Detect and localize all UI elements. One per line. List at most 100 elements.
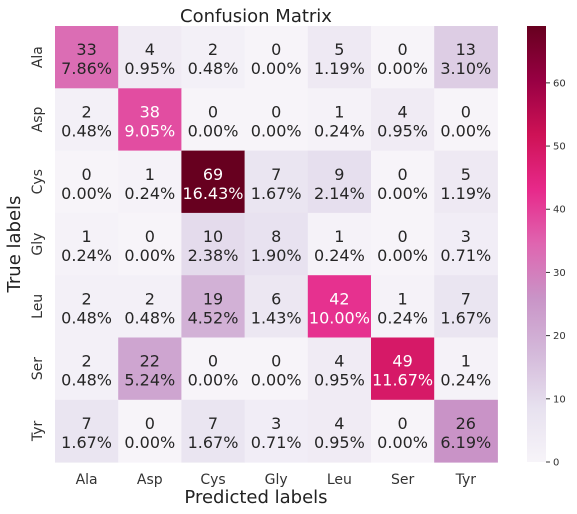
cell-count-label: 7	[271, 165, 281, 184]
heatmap-cell	[244, 212, 309, 276]
heatmap-cell	[55, 337, 119, 401]
cell-percent-label: 16.43%	[182, 184, 243, 203]
cell-count-label: 0	[271, 352, 281, 371]
chart-title: Confusion Matrix	[180, 6, 332, 27]
cell-percent-label: 0.00%	[188, 371, 239, 390]
cell-count-label: 0	[271, 102, 281, 121]
cell-count-label: 0	[145, 414, 155, 433]
heatmap-cells: 337.86%40.95%20.48%00.00%51.19%00.00%133…	[55, 26, 498, 463]
colorbar-ticks: 0 10 20 30 40 50 60	[546, 78, 566, 469]
heatmap-cell	[434, 212, 498, 276]
cell-percent-label: 0.00%	[377, 246, 428, 265]
x-tick-label: Leu	[327, 472, 352, 488]
cell-percent-label: 1.19%	[440, 184, 491, 203]
cell-percent-label: 0.48%	[61, 308, 112, 327]
cell-count-label: 3	[461, 227, 471, 246]
heatmap-cell	[434, 26, 498, 89]
y-axis-label: True labels	[4, 196, 25, 294]
colorbar-tick-label: 0	[553, 458, 559, 469]
cell-count-label: 2	[145, 289, 155, 308]
cell-percent-label: 0.24%	[377, 308, 428, 327]
heatmap-cell	[55, 88, 119, 152]
heatmap-cell	[118, 275, 182, 338]
cell-count-label: 1	[82, 227, 92, 246]
cell-percent-label: 0.00%	[251, 59, 302, 78]
cell-count-label: 1	[334, 102, 344, 121]
cell-count-label: 0	[145, 227, 155, 246]
y-tick-label: Tyr	[30, 421, 46, 443]
y-tick-label: Gly	[30, 233, 46, 256]
cell-count-label: 33	[76, 40, 96, 59]
cell-count-label: 69	[203, 165, 223, 184]
cell-percent-label: 0.00%	[61, 184, 112, 203]
cell-count-label: 1	[398, 289, 408, 308]
cell-count-label: 42	[329, 289, 349, 308]
cell-percent-label: 3.10%	[440, 59, 491, 78]
heatmap-cell	[434, 150, 498, 214]
heatmap-cell	[181, 88, 246, 152]
cell-count-label: 4	[334, 414, 344, 433]
cell-percent-label: 1.67%	[251, 184, 302, 203]
cell-percent-label: 0.24%	[314, 121, 365, 140]
cell-count-label: 4	[398, 102, 408, 121]
colorbar-tick-label: 40	[553, 205, 566, 216]
heatmap-cell	[244, 26, 309, 89]
cell-percent-label: 0.00%	[124, 433, 175, 452]
cell-percent-label: 1.67%	[440, 308, 491, 327]
cell-count-label: 0	[82, 165, 92, 184]
cell-count-label: 0	[398, 227, 408, 246]
heatmap-cell	[307, 88, 372, 152]
cell-count-label: 4	[145, 40, 155, 59]
cell-percent-label: 0.95%	[377, 121, 428, 140]
heatmap-cell	[434, 337, 498, 401]
cell-percent-label: 6.19%	[440, 433, 491, 452]
cell-percent-label: 10.00%	[309, 308, 370, 327]
heatmap-cell	[181, 150, 246, 214]
colorbar-tick-label: 60	[553, 78, 566, 89]
cell-percent-label: 0.00%	[377, 433, 428, 452]
cell-percent-label: 0.24%	[124, 184, 175, 203]
heatmap-cell	[244, 88, 309, 152]
cell-percent-label: 0.48%	[61, 121, 112, 140]
cell-percent-label: 0.95%	[314, 433, 365, 452]
cell-count-label: 5	[334, 40, 344, 59]
colorbar-tick-label: 10	[553, 394, 566, 405]
y-tick-label: Ala	[30, 46, 46, 68]
cell-percent-label: 2.14%	[314, 184, 365, 203]
cell-count-label: 0	[398, 414, 408, 433]
cell-count-label: 8	[271, 227, 281, 246]
cell-count-label: 4	[334, 352, 344, 371]
cell-percent-label: 0.95%	[124, 59, 175, 78]
heatmap-cell	[55, 26, 119, 89]
heatmap-cell	[434, 275, 498, 338]
cell-percent-label: 0.00%	[440, 121, 491, 140]
cell-percent-label: 0.95%	[314, 371, 365, 390]
y-tick-labels: Ala Asp Cys Gly Leu Ser Tyr	[30, 46, 46, 442]
y-tick-label: Ser	[30, 357, 46, 381]
cell-percent-label: 2.38%	[188, 246, 239, 265]
x-axis-label: Predicted labels	[184, 487, 327, 508]
cell-percent-label: 1.19%	[314, 59, 365, 78]
heatmap-cell	[307, 275, 372, 338]
heatmap-cell	[434, 88, 498, 152]
heatmap-cell	[307, 337, 372, 401]
cell-count-label: 1	[334, 227, 344, 246]
cell-count-label: 49	[392, 352, 412, 371]
heatmap-cell	[181, 275, 246, 338]
cell-percent-label: 4.52%	[188, 308, 239, 327]
cell-percent-label: 7.86%	[61, 59, 112, 78]
cell-count-label: 7	[461, 289, 471, 308]
y-tick-label: Leu	[30, 294, 46, 319]
cell-percent-label: 11.67%	[372, 371, 433, 390]
cell-count-label: 0	[208, 102, 218, 121]
x-tick-label: Ala	[76, 472, 98, 488]
y-tick-label: Asp	[30, 106, 46, 132]
heatmap-cell	[307, 399, 372, 463]
x-tick-label: Gly	[265, 472, 288, 488]
cell-count-label: 13	[456, 40, 476, 59]
cell-count-label: 19	[203, 289, 223, 308]
heatmap-cell	[181, 399, 246, 463]
cell-count-label: 7	[208, 414, 218, 433]
cell-count-label: 0	[398, 165, 408, 184]
